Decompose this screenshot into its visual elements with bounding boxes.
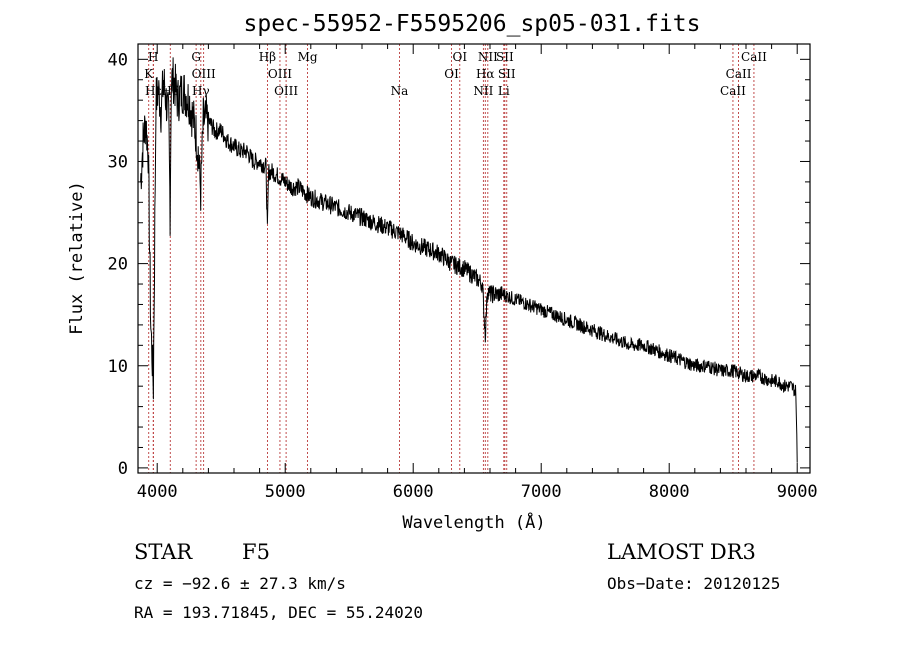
line-label-17: SII [496,50,514,64]
object-subclass: F5 [242,540,270,564]
y-tick-label-3: 30 [108,152,128,172]
line-label-21: CaII [726,67,752,81]
y-tick-label-2: 20 [108,255,128,275]
x-tick-label-2: 6000 [393,482,434,502]
x-tick-label-4: 8000 [649,482,690,502]
line-label-18: SII [498,67,516,81]
line-label-8: OIII [268,67,292,81]
spectral-line-markers [148,44,755,473]
line-label-20: CaII [720,84,746,98]
line-label-1: K [144,67,154,81]
line-label-4: Hγ [192,84,210,98]
line-label-11: Na [391,84,409,98]
survey-name: LAMOST DR3 [607,540,756,564]
chart-title: spec-55952-F5595206_sp05-031.fits [244,11,701,37]
line-label-22: CaII [741,50,767,64]
x-tick-label-5: 9000 [777,482,818,502]
line-label-6: OIII [192,67,216,81]
line-label-13: OI [453,50,468,64]
coordinates: RA = 193.71845, DEC = 55.24020 [134,603,423,622]
observation-date: Obs−Date: 20120125 [607,574,781,593]
y-tick-label-1: 10 [108,357,128,377]
axis-ticks: 4000 5000 6000 7000 8000 9000 0 10 20 30 40 [108,44,818,502]
line-label-14: NII [473,84,493,98]
y-tick-label-0: 0 [118,459,128,479]
line-label-19: Li [498,84,510,98]
line-label-15: NII [478,50,498,64]
line-label-0: H [148,50,158,64]
line-label-12: OI [444,67,459,81]
y-axis-label: Flux (relative) [67,181,87,335]
line-label-7: Hβ [259,50,276,64]
redshift-velocity: cz = −92.6 ± 27.3 km/s [134,574,346,593]
y-tick-label-4: 40 [108,50,128,70]
x-axis-label: Wavelength (Å) [402,511,545,533]
x-tick-label-1: 5000 [265,482,306,502]
x-tick-label-3: 7000 [521,482,562,502]
x-tick-label-0: 4000 [137,482,178,502]
flux-series [140,57,798,463]
object-class: STAR [134,540,193,564]
plot-frame [137,43,811,474]
line-label-16: Hα [476,67,495,81]
flux-line [140,57,798,463]
line-label-5: G [191,50,201,64]
line-label-9: OIII [274,84,298,98]
line-label-10: Mg [298,50,318,64]
